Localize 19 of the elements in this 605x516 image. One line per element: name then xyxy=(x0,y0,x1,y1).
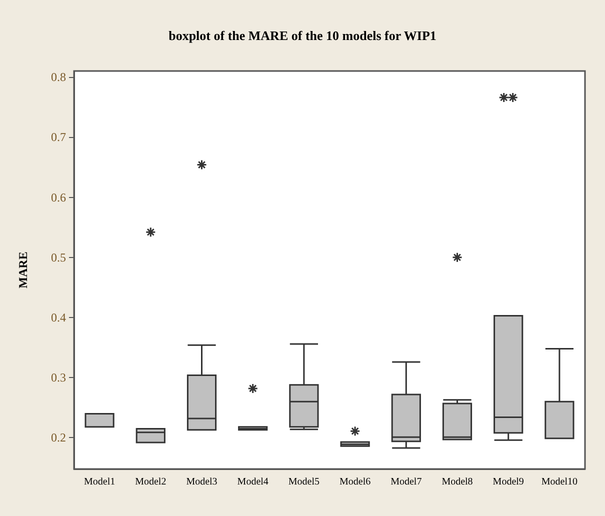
x-tick-label: Model7 xyxy=(390,476,422,488)
y-tick-label: 0.5 xyxy=(51,250,66,264)
x-tick-label: Model5 xyxy=(288,476,320,488)
x-tick-label: Model4 xyxy=(237,476,268,488)
y-tick-label: 0.7 xyxy=(51,130,66,144)
x-tick-label: Model3 xyxy=(186,476,218,488)
y-tick-label: 0.4 xyxy=(51,310,66,324)
x-tick-label: Model10 xyxy=(541,476,578,488)
y-tick-label: 0.3 xyxy=(51,370,66,385)
y-axis-title: MARE xyxy=(16,252,30,288)
y-tick-label: 0.6 xyxy=(51,190,66,204)
y-tick-label: 0.8 xyxy=(51,70,66,84)
x-tick-label: Model2 xyxy=(135,476,166,488)
y-tick-label: 0.2 xyxy=(51,430,66,445)
x-tick-label: Model8 xyxy=(442,476,473,488)
x-tick-label: Model6 xyxy=(339,476,371,488)
chart-title: boxplot of the MARE of the 10 models for WIP1 xyxy=(168,28,436,43)
x-tick-label: Model9 xyxy=(492,476,524,488)
x-tick-label: Model1 xyxy=(84,476,116,488)
